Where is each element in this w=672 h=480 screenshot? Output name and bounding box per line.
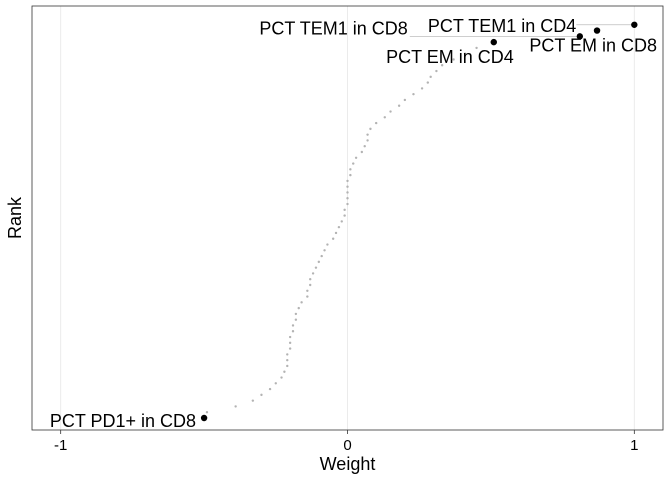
background-point xyxy=(288,347,292,350)
background-point xyxy=(337,225,341,229)
background-point xyxy=(280,376,283,379)
background-point xyxy=(397,104,401,107)
point-labels: PCT PD1+ in CD8 PCT EM in CD4 PCT TEM1 in … xyxy=(50,16,657,431)
background-point xyxy=(429,75,432,79)
background-point xyxy=(283,370,286,373)
background-point xyxy=(346,202,349,206)
background-point xyxy=(311,272,315,275)
background-point xyxy=(291,324,295,327)
background-point xyxy=(349,168,352,171)
background-point xyxy=(306,289,309,292)
point-label: PCT EM in CD8 xyxy=(529,36,657,56)
background-point xyxy=(412,92,415,96)
background-point xyxy=(286,358,289,362)
background-point xyxy=(286,364,289,368)
background-point xyxy=(349,173,352,177)
background-point xyxy=(326,243,329,246)
y-axis-title: Rank xyxy=(5,196,25,239)
background-point xyxy=(383,116,386,119)
background-point xyxy=(343,208,346,212)
point-label: PCT PD1+ in CD8 xyxy=(50,411,196,431)
x-axis-title: Weight xyxy=(320,454,376,474)
background-point xyxy=(426,81,430,84)
background-point xyxy=(366,133,369,136)
point-label: PCT TEM1 in CD8 xyxy=(259,18,407,38)
background-point xyxy=(463,52,467,55)
highlighted-point xyxy=(200,414,208,422)
background-point xyxy=(346,191,349,194)
background-point xyxy=(346,197,349,200)
background-point xyxy=(420,87,424,90)
background-point xyxy=(286,353,289,356)
background-point xyxy=(288,335,292,339)
background-point xyxy=(366,139,369,142)
background-point xyxy=(374,121,378,125)
background-point xyxy=(475,46,478,50)
background-point xyxy=(306,295,309,298)
background-point xyxy=(323,249,326,252)
background-point xyxy=(205,411,209,414)
background-points xyxy=(205,46,478,414)
grid-lines xyxy=(60,6,635,430)
highlighted-point xyxy=(631,21,638,28)
background-point xyxy=(435,69,438,73)
background-point xyxy=(354,156,358,159)
background-point xyxy=(331,237,335,240)
highlighted-points xyxy=(200,21,638,422)
background-point xyxy=(297,306,300,310)
background-point xyxy=(294,318,298,321)
background-point xyxy=(352,162,355,165)
label-connectors xyxy=(409,24,635,37)
background-point xyxy=(317,260,321,264)
x-tick-label: 0 xyxy=(343,437,351,454)
x-tick-label: -1 xyxy=(54,437,67,454)
background-point xyxy=(363,145,366,148)
highlighted-point xyxy=(576,33,584,40)
background-point xyxy=(251,399,255,402)
background-point xyxy=(294,312,298,316)
background-point xyxy=(440,64,444,67)
background-point xyxy=(309,283,312,287)
background-point xyxy=(403,98,407,102)
highlighted-point xyxy=(593,27,601,34)
background-point xyxy=(288,341,292,345)
background-point xyxy=(260,393,263,397)
background-point xyxy=(314,266,318,269)
point-label: PCT EM in CD4 xyxy=(386,47,514,67)
background-point xyxy=(360,150,364,154)
background-point xyxy=(234,405,237,408)
background-point xyxy=(291,330,295,333)
background-point xyxy=(320,254,323,258)
x-tick-label: 1 xyxy=(630,437,638,454)
background-point xyxy=(268,387,272,391)
background-point xyxy=(343,214,346,217)
highlighted-point xyxy=(490,38,497,46)
point-label: PCT TEM1 in CD4 xyxy=(428,16,576,36)
background-point xyxy=(300,301,303,304)
background-point xyxy=(452,58,455,61)
x-axis-ticks: -1 0 1 xyxy=(54,430,638,454)
background-point xyxy=(334,231,338,235)
background-point xyxy=(340,220,343,223)
background-point xyxy=(309,278,312,281)
background-point xyxy=(369,127,372,131)
background-point xyxy=(389,110,392,113)
background-point xyxy=(346,179,349,183)
background-point xyxy=(346,185,349,188)
background-point xyxy=(274,382,277,385)
